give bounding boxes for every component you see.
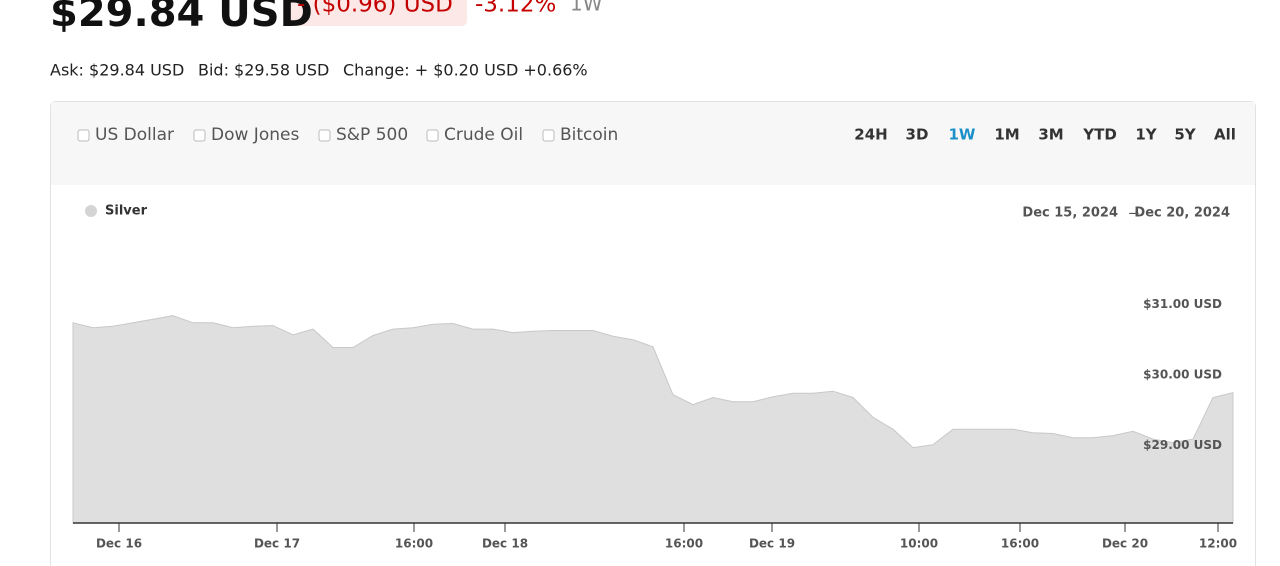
change: - ($0.96) USD [297, 0, 453, 18]
range-button[interactable]: 24H [854, 126, 887, 144]
range-button[interactable]: 1M [994, 126, 1019, 144]
date-to: Dec 20, 2024 [1134, 206, 1230, 221]
plot: Silver Dec 15, 2024 →Dec 20, 2024 $29.00 US… [72, 204, 1237, 551]
y-tick-label: $29.00 USD [1143, 438, 1222, 452]
range-button[interactable]: 1Y [1135, 126, 1157, 144]
range-button[interactable]: YTD [1082, 126, 1117, 144]
checkbox[interactable] [193, 129, 206, 142]
date-from: Dec 15, 2024 [1022, 206, 1118, 221]
toolbar-items: US Dollar Dow Jones S&P 500 Crude Oil Bitcoi… [77, 125, 1236, 145]
range-button[interactable]: All [1214, 126, 1236, 144]
compare-label[interactable]: Crude Oil [444, 125, 523, 145]
x-tick-label: Dec 16 [96, 537, 142, 551]
x-tick-label: 16:00 [1001, 537, 1039, 551]
legend-marker [85, 205, 97, 217]
compare-label[interactable]: Dow Jones [211, 125, 299, 145]
checkbox[interactable] [77, 129, 90, 142]
toolbar [51, 102, 1255, 185]
ask: Ask: $29.84 USD [50, 61, 184, 80]
checkbox[interactable] [318, 129, 331, 142]
range-button[interactable]: 1W [949, 126, 976, 144]
date-arrow: → [1129, 207, 1140, 222]
x-tick-label: Dec 20 [1102, 537, 1148, 551]
range-button[interactable]: 3M [1038, 126, 1063, 144]
area [72, 315, 1234, 524]
x-tick-label: Dec 17 [254, 537, 300, 551]
legend-label: Silver [105, 204, 148, 219]
x-tick-label: 16:00 [665, 537, 703, 551]
compare-label[interactable]: S&P 500 [336, 125, 408, 145]
compare-label[interactable]: US Dollar [95, 125, 174, 145]
compare-label[interactable]: Bitcoin [560, 125, 618, 145]
range-button[interactable]: 3D [906, 126, 929, 144]
x-tick-label: Dec 19 [749, 537, 795, 551]
price: $29.84 USD [50, 0, 313, 36]
x-tick-label: Dec 18 [482, 537, 528, 551]
bid: Bid: $29.58 USD [198, 61, 329, 80]
range-button[interactable]: 5Y [1174, 126, 1196, 144]
x-tick-label: 12:00 [1199, 537, 1237, 551]
day-change: Change: + $0.20 USD +0.66% [343, 61, 588, 80]
checkbox[interactable] [426, 129, 439, 142]
period: 1W [570, 0, 603, 16]
y-tick-label: $30.00 USD [1143, 367, 1222, 381]
change-badge [287, 0, 467, 26]
checkbox[interactable] [542, 129, 555, 142]
x-tick-label: 10:00 [900, 537, 938, 551]
x-tick-label: 16:00 [395, 537, 433, 551]
y-tick-label: $31.00 USD [1143, 297, 1222, 311]
change-pct: -3.12% [475, 0, 556, 18]
